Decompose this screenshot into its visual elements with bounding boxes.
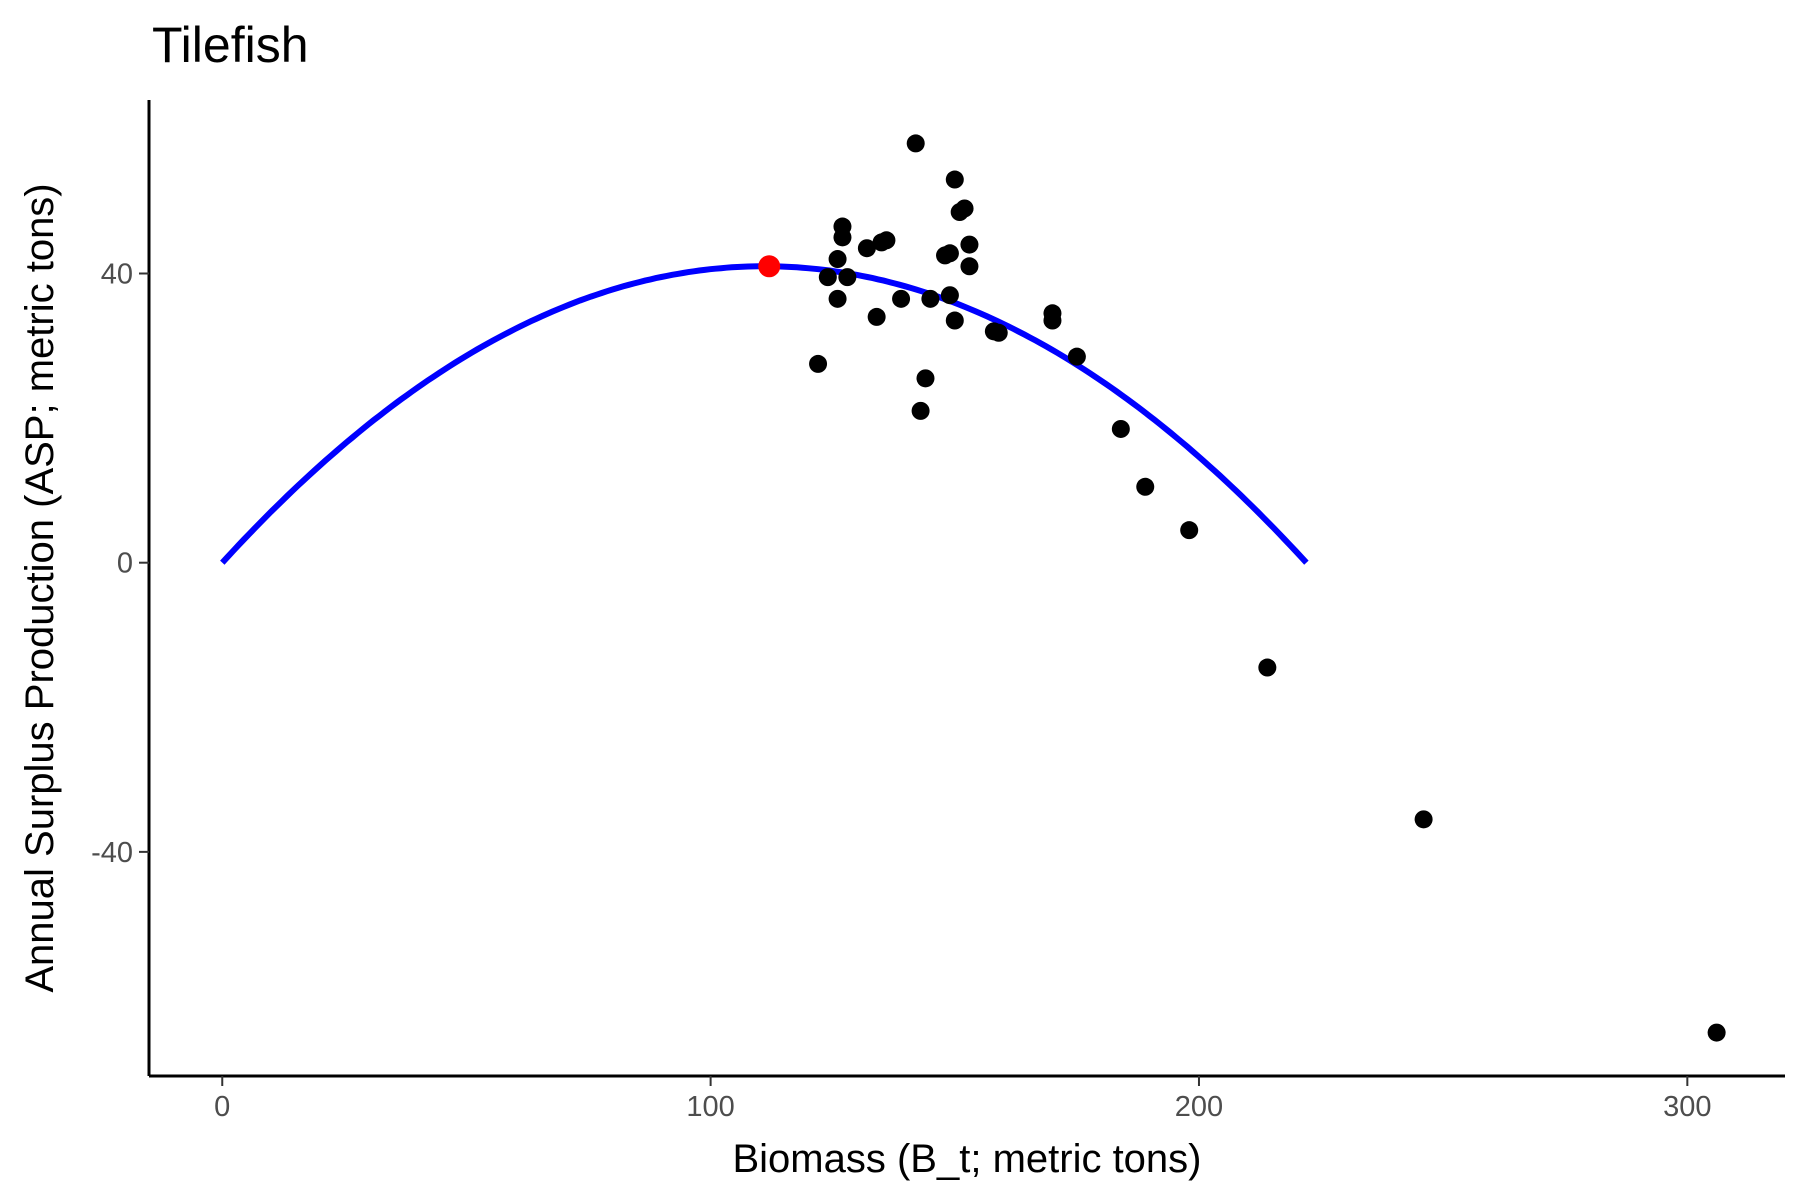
data-point <box>838 268 857 287</box>
x-tick-label: 0 <box>214 1091 230 1123</box>
data-point <box>877 231 896 250</box>
data-point <box>833 228 852 247</box>
data-point <box>945 170 964 189</box>
y-tick-label: -40 <box>91 837 133 869</box>
data-point <box>818 268 837 287</box>
x-tick-label: 200 <box>1175 1091 1223 1123</box>
x-axis-title: Biomass (B_t; metric tons) <box>732 1137 1201 1181</box>
data-point <box>989 323 1008 342</box>
data-point <box>1136 477 1155 496</box>
data-point <box>828 250 847 269</box>
fitted-curve <box>220 263 1309 565</box>
data-point <box>1258 658 1277 677</box>
data-point <box>809 354 828 373</box>
data-point <box>916 369 935 388</box>
data-point <box>945 311 964 330</box>
data-point <box>921 289 940 308</box>
x-axis-ticks: 0 100 200 300 <box>214 1076 1712 1123</box>
data-point <box>906 134 925 153</box>
x-tick-label: 100 <box>686 1091 734 1123</box>
data-point <box>960 235 979 254</box>
data-point <box>940 244 959 263</box>
data-point <box>1111 419 1130 438</box>
data-point <box>1067 347 1086 366</box>
data-point <box>960 257 979 276</box>
data-point <box>1707 1023 1726 1042</box>
data-point <box>828 289 847 308</box>
y-axis-ticks: -40 0 40 <box>91 259 149 869</box>
y-axis-title: Annual Surplus Production (ASP; metric t… <box>18 183 62 992</box>
data-point <box>1180 521 1199 540</box>
chart-title: Tilefish <box>152 17 309 73</box>
data-point <box>892 289 911 308</box>
data-point <box>911 401 930 420</box>
x-tick-label: 300 <box>1663 1091 1711 1123</box>
data-point <box>857 239 876 258</box>
data-point <box>1414 810 1433 829</box>
msy-point <box>758 255 781 278</box>
data-point <box>1043 311 1062 330</box>
plot-panel <box>220 134 1726 1042</box>
y-tick-label: 0 <box>117 548 133 580</box>
y-tick-label: 40 <box>101 259 133 291</box>
data-point <box>950 203 969 222</box>
data-point <box>940 286 959 305</box>
data-point <box>867 307 886 326</box>
